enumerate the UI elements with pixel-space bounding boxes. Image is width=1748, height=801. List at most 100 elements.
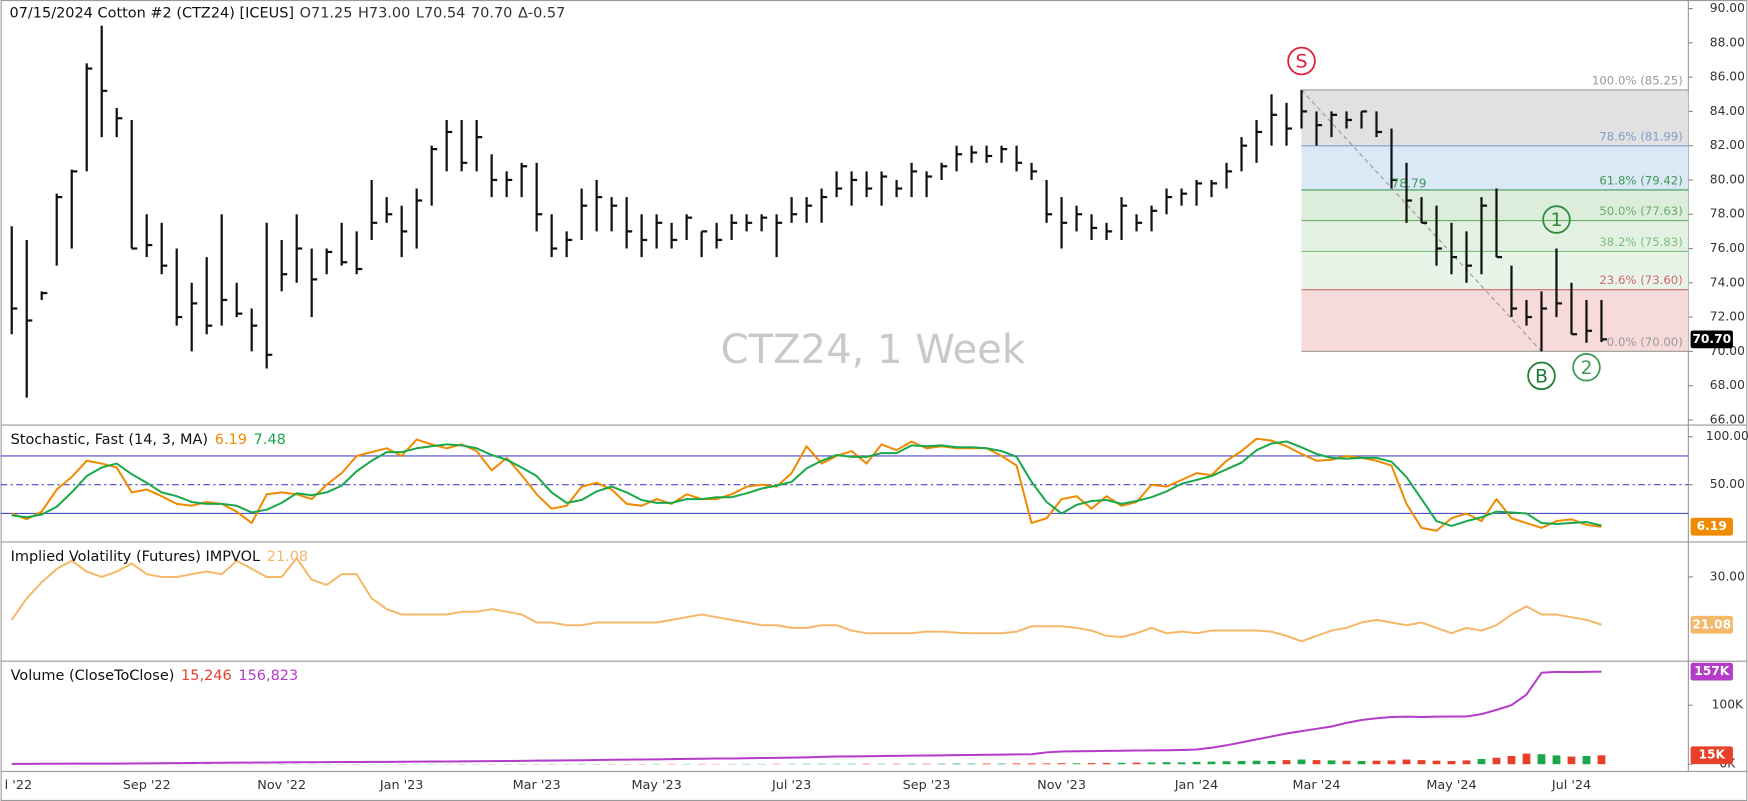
volume-bar: [1537, 754, 1546, 765]
x-tick-label: l '22: [5, 778, 32, 793]
y-tick-label: 68.00: [1710, 378, 1745, 392]
x-tick-label: Sep '22: [123, 778, 171, 793]
fib-label: 0.0% (70.00): [1607, 335, 1683, 349]
panel-title: Volume (CloseToClose): [11, 668, 175, 684]
panel-legend: Volume (CloseToClose) 15,246 156,823: [11, 668, 299, 684]
volume-bar: [1027, 763, 1036, 765]
y-tick-label: 90.00: [1710, 1, 1745, 15]
legend-value: 156,823: [238, 668, 298, 684]
x-tick-label: Jul '24: [1551, 778, 1591, 793]
volume-bar: [862, 763, 871, 765]
quote-value: 70.70: [471, 5, 512, 21]
x-tick-label: Sep '23: [903, 778, 951, 793]
volume-bar: [1387, 760, 1396, 765]
legend-value: 7.48: [254, 432, 286, 448]
y-tick-label: 30.00: [1710, 569, 1745, 583]
x-tick-label: Mar '23: [513, 778, 561, 793]
volume-bar: [1267, 761, 1276, 765]
last-value-label: 6.19: [1697, 519, 1727, 533]
y-tick-label: 50.00: [1710, 477, 1745, 491]
volume-bar: [1192, 761, 1201, 765]
fib-zone: [1301, 189, 1689, 221]
fib-label: 23.6% (73.60): [1599, 273, 1682, 287]
y-tick-label: 84.00: [1710, 104, 1745, 118]
fib-zone: [1301, 220, 1689, 252]
volume-bar: [1492, 757, 1501, 765]
fib-zone: [1301, 289, 1689, 352]
volume-bar: [1327, 760, 1336, 765]
x-tick-label: Mar '24: [1293, 778, 1341, 793]
legend-value: 6.19: [215, 432, 247, 448]
series-line: [11, 670, 1602, 765]
annotation-label: B: [1535, 365, 1548, 387]
volume-bar: [1207, 761, 1216, 765]
volume-bar: [1447, 761, 1456, 765]
volume-bar: [1402, 759, 1411, 765]
y-tick-label: 82.00: [1710, 138, 1745, 152]
volume-bar: [1507, 755, 1516, 765]
volume-bar: [1357, 761, 1366, 765]
panel-legend: Implied Volatility (Futures) IMPVOL 21.08: [11, 549, 309, 565]
last-value-label: 157K: [1694, 664, 1730, 678]
last-value-badge: [1690, 746, 1733, 765]
y-tick-label: 78.00: [1710, 207, 1745, 221]
volume-bar: [1522, 753, 1531, 765]
annotation-label: S: [1296, 51, 1308, 73]
watermark: CTZ24, 1 Week: [721, 327, 1026, 373]
legend-value: 21.08: [267, 549, 308, 565]
last-value-badge: [1690, 615, 1733, 634]
y-tick-label: 100K: [1712, 698, 1744, 712]
volume-bar: [922, 763, 931, 765]
volume-bar: [1342, 760, 1351, 765]
x-tick-label: Jan '24: [1174, 778, 1219, 793]
series-line: [11, 440, 1602, 527]
legend-value: 15,246: [181, 668, 232, 684]
volume-bar: [1237, 761, 1246, 765]
fib-label: 61.8% (79.42): [1599, 173, 1682, 187]
y-tick-label: 86.00: [1710, 70, 1745, 84]
volume-bar: [1477, 758, 1486, 765]
volume-bar: [1042, 763, 1051, 765]
annotation-text: 78.79: [1392, 177, 1427, 191]
quote-value: O71.25: [300, 5, 353, 21]
x-tick-label: Jan '23: [379, 778, 424, 793]
volume-bar: [1597, 755, 1606, 765]
volume-bar: [1282, 760, 1291, 765]
annotation-circle: [1527, 361, 1556, 391]
fib-label: 38.2% (75.83): [1599, 235, 1682, 249]
panel-title: Implied Volatility (Futures) IMPVOL: [11, 549, 260, 565]
last-value-badge: [1690, 662, 1733, 681]
volume-bar: [1252, 760, 1261, 765]
x-tick-label: May '23: [631, 778, 681, 793]
volume-bar: [1462, 760, 1471, 765]
volume-bar: [1072, 763, 1081, 765]
x-tick-label: Jul '23: [771, 778, 811, 793]
volume-bar: [1147, 762, 1156, 765]
volume-bar: [1087, 763, 1096, 765]
annotation-circle: [1542, 205, 1571, 234]
volume-bar: [1372, 760, 1381, 765]
last-value-label: 15K: [1698, 748, 1725, 762]
series-line: [10, 557, 1602, 643]
volume-bar: [982, 763, 991, 765]
volume-bar: [1552, 755, 1561, 765]
fib-label: 78.6% (81.99): [1599, 129, 1682, 143]
volume-bar: [1312, 760, 1321, 765]
x-tick-label: May '24: [1426, 778, 1476, 793]
volume-bar: [1432, 760, 1441, 765]
volume-bar: [1012, 763, 1021, 765]
y-tick-label: 74.00: [1710, 275, 1745, 289]
volume-bar: [1567, 756, 1576, 765]
volume-bar: [967, 763, 976, 765]
volume-bar: [937, 763, 946, 765]
last-value-label: 21.08: [1692, 617, 1731, 631]
title-text: 07/15/2024 Cotton #2 (CTZ24) [ICEUS]: [9, 5, 294, 21]
y-tick-label: 100.00: [1706, 429, 1748, 443]
panel-legend: Stochastic, Fast (14, 3, MA) 6.19 7.48: [11, 432, 286, 448]
volume-bar: [892, 763, 901, 765]
y-tick-label: 76.00: [1710, 241, 1745, 255]
last-value-badge: [1690, 330, 1733, 349]
